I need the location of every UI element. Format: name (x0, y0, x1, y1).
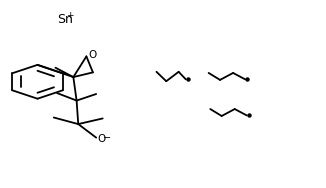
Text: −: − (103, 133, 111, 143)
Text: O: O (97, 134, 106, 145)
Text: +: + (66, 11, 74, 20)
Text: Sn: Sn (57, 13, 73, 26)
Text: O: O (88, 50, 96, 60)
